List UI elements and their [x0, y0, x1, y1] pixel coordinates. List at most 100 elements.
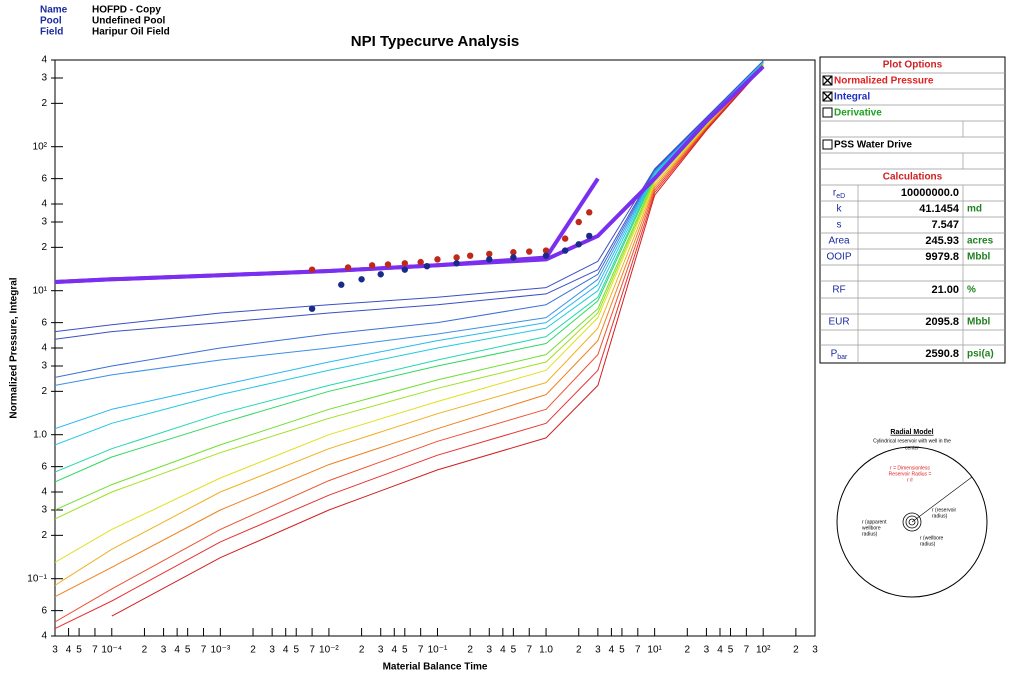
- calc-value: 41.1454: [919, 203, 960, 215]
- typecurve: [55, 177, 600, 284]
- x-tick-label: 2: [359, 645, 365, 656]
- x-tick-label: 7: [635, 645, 641, 656]
- calc-value: 7.547: [931, 219, 959, 231]
- calc-value: 2590.8: [925, 348, 959, 360]
- x-tick-label: 7: [92, 645, 98, 656]
- calc-value: 245.93: [925, 235, 959, 247]
- diagram-subtitle: Cylindrical reservoir with well in the: [873, 438, 951, 444]
- y-tick-label: 6: [41, 605, 47, 616]
- diagram-note: r = Dimensionless: [890, 465, 930, 471]
- data-point: [575, 218, 582, 226]
- checkbox[interactable]: [822, 139, 833, 150]
- x-tick-label: 4: [174, 645, 180, 656]
- x-tick-label: 7: [309, 645, 315, 656]
- x-tick-label: 5: [402, 645, 408, 656]
- diagram-label: r (wellbore: [920, 535, 944, 541]
- checkbox-mark: [822, 75, 833, 86]
- header-label: Name: [40, 5, 68, 16]
- typecurve: [55, 65, 764, 598]
- plot-frame: [54, 59, 816, 637]
- calc-label: s: [837, 220, 842, 231]
- x-tick-label: 4: [391, 645, 397, 656]
- x-tick-label: 7: [526, 645, 532, 656]
- typecurve: [55, 64, 764, 563]
- x-tick-label: 5: [293, 645, 299, 656]
- calc-unit: acres: [967, 236, 994, 247]
- calc-label: k: [837, 204, 843, 215]
- x-tick-label: 10¹: [647, 645, 662, 656]
- data-point: [486, 256, 493, 263]
- x-tick-label: 2: [250, 645, 256, 656]
- diagram-label: r (apparent: [862, 519, 887, 525]
- data-point: [510, 249, 517, 256]
- x-tick-label: 4: [66, 645, 72, 656]
- x-tick-label: 2: [467, 645, 473, 656]
- x-tick-label: 5: [76, 645, 82, 656]
- well-circle: [908, 518, 916, 526]
- data-point: [561, 235, 569, 242]
- diagram-label: wellbore: [862, 525, 881, 531]
- typecurve: [55, 65, 764, 623]
- y-tick-label: 1.0: [33, 429, 47, 440]
- typecurve: [55, 63, 764, 483]
- x-tick-label: 4: [500, 645, 506, 656]
- data-point: [368, 262, 376, 269]
- y-tick-label: 4: [41, 631, 47, 642]
- x-tick-label: 3: [52, 645, 58, 656]
- y-tick-label: 2: [41, 98, 47, 109]
- panel-heading: Calculations: [883, 172, 943, 183]
- calc-label: Area: [828, 236, 850, 247]
- panel-heading: Plot Options: [883, 60, 943, 71]
- x-tick-label: 3: [487, 645, 493, 656]
- y-tick-label: 6: [41, 317, 47, 328]
- data-point: [401, 266, 409, 273]
- data-point: [308, 305, 316, 312]
- data-point: [575, 241, 582, 248]
- data-point: [308, 266, 316, 273]
- data-point: [561, 247, 569, 254]
- data-point: [401, 260, 409, 267]
- x-tick-label: 10²: [756, 645, 771, 656]
- diagram-label: radius): [932, 513, 948, 519]
- calc-label-sub: bar: [837, 354, 848, 361]
- y-tick-label: 3: [41, 73, 47, 84]
- checkbox-mark: [822, 91, 833, 102]
- header-value: Haripur Oil Field: [92, 27, 170, 38]
- data-point: [423, 262, 431, 270]
- x-tick-label: 4: [283, 645, 289, 656]
- y-tick-label: 4: [41, 199, 47, 210]
- typecurve: [55, 61, 764, 386]
- header-label: Pool: [40, 16, 62, 27]
- x-tick-label: 7: [744, 645, 750, 656]
- x-tick-label: 3: [704, 645, 710, 656]
- data-point: [358, 276, 365, 283]
- diagram-note: Reservoir Radius =: [889, 471, 932, 477]
- well-circle: [902, 512, 922, 532]
- re-radius: [911, 476, 973, 523]
- checkbox[interactable]: [822, 107, 833, 118]
- data-point: [586, 232, 593, 240]
- x-axis-label: Material Balance Time: [383, 662, 488, 673]
- typecurve: [55, 64, 764, 586]
- x-tick-label: 10⁻³: [210, 645, 230, 656]
- y-tick-label: 4: [41, 343, 47, 354]
- x-tick-label: 5: [619, 645, 625, 656]
- reservoir-circle: [836, 446, 988, 598]
- y-tick-label: 2: [41, 386, 47, 397]
- diagram-label: radius): [862, 531, 878, 537]
- y-tick-label: 3: [41, 361, 47, 372]
- x-tick-label: 7: [418, 645, 424, 656]
- calc-value: 10000000.0: [901, 187, 959, 199]
- calc-unit: %: [967, 285, 976, 296]
- x-tick-label: 2: [793, 645, 799, 656]
- x-tick-label: 3: [161, 645, 167, 656]
- x-tick-label: 7: [201, 645, 207, 656]
- typecurve: [55, 65, 765, 284]
- data-point: [510, 254, 517, 261]
- x-tick-label: 3: [378, 645, 384, 656]
- data-point: [344, 264, 352, 271]
- option-label: Integral: [834, 92, 870, 103]
- data-point: [453, 260, 460, 267]
- x-tick-label: 2: [685, 645, 691, 656]
